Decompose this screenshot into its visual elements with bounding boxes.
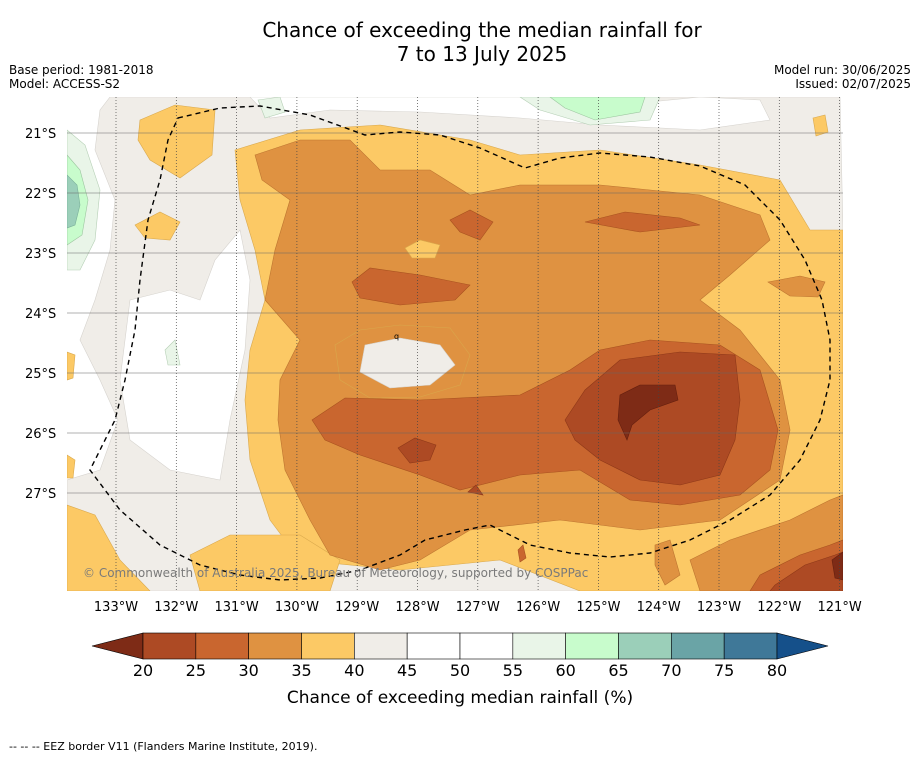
- colorbar-tick-label: 30: [238, 661, 258, 680]
- contour-30-35-s-spot: [654, 539, 681, 586]
- colorbar-segment: [618, 632, 672, 660]
- colorbar-segment: [565, 632, 619, 660]
- lat-label: 27°S: [25, 487, 56, 502]
- lon-label: 129°W: [335, 600, 379, 615]
- contour-65-70-west: [67, 174, 81, 229]
- lon-label: 133°W: [94, 600, 138, 615]
- lat-label: 21°S: [25, 127, 56, 142]
- colorbar-tick-label: 45: [397, 661, 417, 680]
- base-period: Base period: 1981-2018: [9, 63, 154, 77]
- contour-25-30-n-spot: [449, 209, 494, 241]
- contour-35-40-s: [189, 534, 341, 591]
- copyright-text: © Commonwealth of Australia 2025, Bureau…: [83, 566, 588, 580]
- contour-20-25-se: [769, 551, 843, 591]
- colorbar-tick-label: 25: [186, 661, 206, 680]
- contour-35-40-sw: [67, 504, 151, 591]
- lat-label: 24°S: [25, 307, 56, 322]
- meta-right: Model run: 30/06/2025 Issued: 02/07/2025: [774, 63, 911, 91]
- colorbar-tick-label: 40: [344, 661, 364, 680]
- contour-below-20-core: [617, 384, 679, 441]
- contour-30-35-east: [767, 275, 826, 298]
- colorbar-segment: [354, 632, 408, 660]
- colorbar-tick-label: 60: [555, 661, 575, 680]
- lon-label: 127°W: [456, 600, 500, 615]
- lon-label: 130°W: [275, 600, 319, 615]
- lon-label: 123°W: [697, 600, 741, 615]
- map-area: © Commonwealth of Australia 2025, Bureau…: [67, 97, 843, 591]
- gridlines: [67, 97, 843, 591]
- contour-white-hole-west: [119, 229, 251, 481]
- contour-60-65-north: [549, 97, 646, 121]
- lat-label: 23°S: [25, 247, 56, 262]
- lat-label: 26°S: [25, 427, 56, 442]
- lon-label: 131°W: [215, 600, 259, 615]
- colorbar-tick-label: 35: [291, 661, 311, 680]
- colorbar-segment: [459, 632, 514, 660]
- colorbar: 20 25 30 35 40 45 50 55 60 65 70 75 80: [91, 632, 829, 680]
- meta-left: Base period: 1981-2018 Model: ACCESS-S2: [9, 63, 154, 91]
- lat-label: 25°S: [25, 367, 56, 382]
- contour-below-20-se: [831, 551, 843, 581]
- lon-label: 126°W: [516, 600, 560, 615]
- contour-25-30-spot-s: [517, 544, 527, 563]
- colorbar-segment: [301, 632, 355, 660]
- colorbar-segment: [248, 632, 302, 660]
- lon-label: 124°W: [637, 600, 681, 615]
- contour-35-40-ne: [812, 114, 829, 137]
- lon-label: 125°W: [576, 600, 620, 615]
- issued-date: Issued: 02/07/2025: [795, 77, 911, 91]
- contour-20-25-s-spot: [467, 484, 484, 496]
- colorbar-tick-label: 65: [608, 661, 628, 680]
- contour-35-40-ring: [334, 324, 471, 399]
- contour-35-40-nw: [137, 104, 216, 179]
- title-line-1: Chance of exceeding the median rainfall …: [262, 18, 702, 42]
- colorbar-tick-label: 20: [133, 661, 153, 680]
- longitude-labels: 133°W 132°W 131°W 130°W 129°W 128°W 127°W 126°W…: [94, 600, 862, 615]
- contour-20-25-core: [564, 351, 741, 486]
- colorbar-arrow-low: [91, 632, 144, 660]
- model-run: Model run: 30/06/2025: [773, 63, 911, 77]
- latitude-labels: 21°S 22°S 23°S 24°S 25°S 26°S 27°S: [25, 127, 56, 502]
- chart-title: Chance of exceeding the median rainfall …: [0, 18, 919, 66]
- colorbar-tick-label: 70: [661, 661, 681, 680]
- colorbar-tick-label: 55: [503, 661, 523, 680]
- colorbar-arrow-high: [776, 632, 829, 660]
- contour-35-40-edge-w2: [67, 454, 76, 479]
- contour-40-45-center: [359, 337, 456, 389]
- lon-label: 122°W: [757, 600, 801, 615]
- stray-map-label: q: [394, 332, 399, 341]
- lon-label: 128°W: [395, 600, 439, 615]
- colorbar-tick-label: 75: [714, 661, 734, 680]
- contour-35-40-w-small: [134, 211, 181, 241]
- colorbar-tick-label: 80: [767, 661, 787, 680]
- colorbar-tick-label: 50: [450, 661, 470, 680]
- title-line-2: 7 to 13 July 2025: [396, 42, 568, 66]
- contour-20-25-w-spot: [397, 437, 437, 464]
- colorbar-segment: [406, 632, 461, 660]
- contour-25-30-north-band: [351, 267, 471, 306]
- eez-border: [89, 105, 831, 581]
- colorbar-segment: [195, 632, 249, 660]
- lon-label: 132°W: [154, 600, 198, 615]
- contour-25-30-ne: [584, 211, 701, 233]
- colorbar-segment: [512, 632, 566, 660]
- colorbar-label: Chance of exceeding median rainfall (%): [287, 688, 633, 708]
- model-name: Model: ACCESS-S2: [9, 77, 121, 91]
- eez-legend-text: -- -- -- EEZ border V11 (Flanders Marine…: [9, 740, 318, 753]
- colorbar-segment: [723, 632, 778, 660]
- lat-label: 22°S: [25, 187, 56, 202]
- colorbar-segment: [671, 632, 725, 660]
- colorbar-segment: [142, 632, 197, 660]
- lon-label: 121°W: [818, 600, 862, 615]
